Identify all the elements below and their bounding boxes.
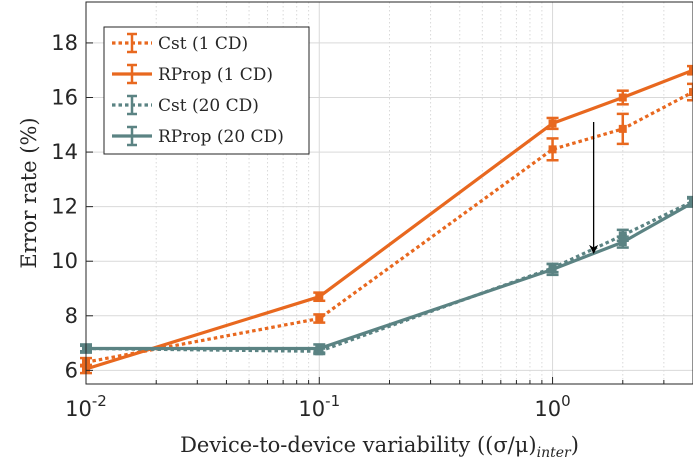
point-marker [689, 88, 693, 97]
axes: 10-2 10-1 100 6 8 10 12 14 16 18 Device-to-device … [17, 1, 693, 461]
data-point [616, 89, 629, 106]
legend-entry: Cst (1 CD) [112, 32, 248, 54]
x-tick-label: 100 [534, 392, 570, 421]
legend-label: Cst (20 CD) [158, 96, 259, 116]
y-tick-label: 18 [51, 31, 78, 55]
data-point [546, 262, 559, 277]
legend-box [103, 26, 310, 155]
y-tick-label: 14 [51, 140, 78, 164]
data-point [546, 116, 559, 131]
y-tick-label: 16 [51, 86, 78, 110]
point-marker [548, 265, 557, 274]
point-marker [618, 124, 627, 133]
y-tick-label: 8 [65, 304, 78, 328]
point-marker [548, 145, 557, 154]
point-marker [689, 66, 693, 75]
point-marker [618, 231, 627, 240]
point-marker [689, 198, 693, 207]
legend: Cst (1 CD) RProp (1 CD) Cst (20 CD) RProp (… [103, 26, 310, 155]
data-point [313, 291, 326, 303]
data-point [687, 64, 693, 76]
point-marker [315, 314, 324, 323]
legend-entry: RProp (1 CD) [112, 63, 273, 85]
x-tick-label: 10-1 [298, 392, 340, 421]
legend-entry: Cst (20 CD) [112, 94, 259, 116]
legend-label: RProp (20 CD) [158, 127, 284, 147]
y-tick-label: 12 [51, 195, 78, 219]
x-tick-label: 10-2 [65, 392, 107, 421]
y-tick-label: 10 [51, 249, 78, 273]
point-marker [618, 93, 627, 102]
series-line-1 [85, 90, 693, 364]
y-axis-label: Error rate (%) [17, 117, 41, 268]
data-point [616, 112, 629, 146]
legend-entry: RProp (20 CD) [112, 125, 284, 147]
point-marker [548, 119, 557, 128]
data-point [687, 82, 693, 102]
data-point [546, 137, 559, 162]
point-marker [315, 292, 324, 301]
data-point [313, 313, 326, 324]
point-marker [618, 238, 627, 247]
x-axis-label: Device-to-device variability ((σ/μ)inter… [180, 433, 579, 461]
legend-label: RProp (1 CD) [158, 65, 273, 85]
data-point [616, 235, 629, 249]
y-tick-label: 6 [65, 358, 78, 382]
data-point [313, 343, 326, 354]
point-marker [315, 344, 324, 353]
data-point [687, 197, 693, 208]
legend-label: Cst (1 CD) [158, 34, 248, 54]
